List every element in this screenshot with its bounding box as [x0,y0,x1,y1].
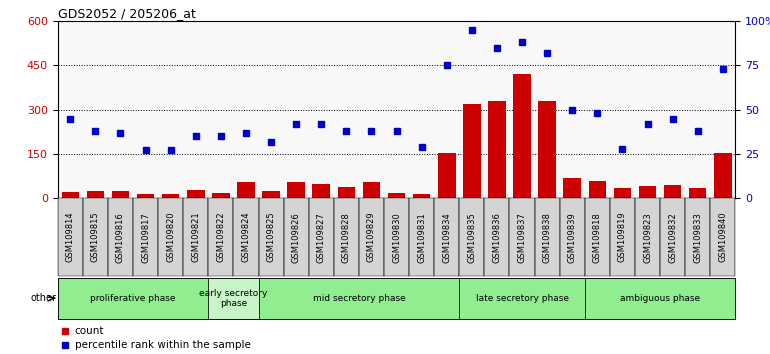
Bar [183,198,209,276]
Bar [534,198,560,276]
Bar [337,187,355,198]
Bar [108,198,133,276]
Bar [86,191,104,198]
Bar [283,198,309,276]
Bar [363,182,380,198]
Bar [158,198,183,276]
Text: percentile rank within the sample: percentile rank within the sample [75,340,250,350]
Bar [710,198,735,276]
Text: GSM109833: GSM109833 [693,212,702,263]
Text: GSM109818: GSM109818 [593,212,602,263]
Text: GSM109832: GSM109832 [668,212,677,263]
Text: GSM109836: GSM109836 [493,212,501,263]
Bar [137,194,154,198]
Text: GDS2052 / 205206_at: GDS2052 / 205206_at [58,7,196,20]
Bar [187,190,205,198]
Text: GSM109822: GSM109822 [216,212,226,263]
Bar [610,198,635,276]
Bar [488,101,506,198]
Bar [237,182,255,198]
Bar [639,187,656,198]
Text: GSM109815: GSM109815 [91,212,100,263]
Bar [212,193,229,198]
Bar [588,181,606,198]
Bar [83,198,108,276]
Bar [309,198,334,276]
Text: count: count [75,326,104,336]
Bar [584,198,610,276]
Bar [133,198,158,276]
Text: GSM109839: GSM109839 [567,212,577,263]
Text: mid secretory phase: mid secretory phase [313,294,405,303]
Bar [259,278,459,319]
Bar [664,185,681,198]
Bar [359,198,384,276]
Bar [409,198,434,276]
Text: proliferative phase: proliferative phase [90,294,176,303]
Text: GSM109820: GSM109820 [166,212,176,263]
Bar [58,198,83,276]
Text: GSM109828: GSM109828 [342,212,351,263]
Bar [334,198,359,276]
Text: GSM109835: GSM109835 [467,212,477,263]
Bar [233,198,259,276]
Bar [510,198,534,276]
Text: GSM109814: GSM109814 [65,212,75,263]
Bar [58,278,209,319]
Bar [209,198,233,276]
Text: GSM109824: GSM109824 [242,212,250,263]
Text: GSM109834: GSM109834 [442,212,451,263]
Bar [112,191,129,198]
Text: GSM109826: GSM109826 [292,212,300,263]
Bar [162,194,179,198]
Bar [209,278,259,319]
Bar [438,153,456,198]
Text: ambiguous phase: ambiguous phase [620,294,700,303]
Bar [384,198,409,276]
Bar [564,178,581,198]
Bar [287,182,305,198]
Text: GSM109840: GSM109840 [718,212,728,263]
Bar [413,194,430,198]
Text: early secretory
phase: early secretory phase [199,289,268,308]
Bar [689,188,707,198]
Bar [714,153,732,198]
Bar [635,198,660,276]
Text: GSM109816: GSM109816 [116,212,125,263]
Bar [560,198,584,276]
Bar [660,198,685,276]
Bar [614,188,631,198]
Bar [685,198,710,276]
Text: GSM109821: GSM109821 [191,212,200,263]
Bar [459,198,484,276]
Text: GSM109817: GSM109817 [141,212,150,263]
Bar [484,198,510,276]
Text: GSM109837: GSM109837 [517,212,527,263]
Text: GSM109819: GSM109819 [618,212,627,263]
Bar [538,101,556,198]
Text: GSM109825: GSM109825 [266,212,276,263]
Bar [388,193,405,198]
Bar [514,74,531,198]
Bar [62,192,79,198]
Bar [584,278,735,319]
Bar [434,198,459,276]
Bar [263,191,280,198]
Text: GSM109829: GSM109829 [367,212,376,263]
Text: GSM109827: GSM109827 [316,212,326,263]
Text: GSM109823: GSM109823 [643,212,652,263]
Bar [459,278,584,319]
Text: late secretory phase: late secretory phase [476,294,568,303]
Bar [313,184,330,198]
Text: GSM109838: GSM109838 [543,212,551,263]
Text: GSM109830: GSM109830 [392,212,401,263]
Text: GSM109831: GSM109831 [417,212,426,263]
Bar [259,198,283,276]
Text: other: other [31,293,57,303]
Bar [463,104,480,198]
